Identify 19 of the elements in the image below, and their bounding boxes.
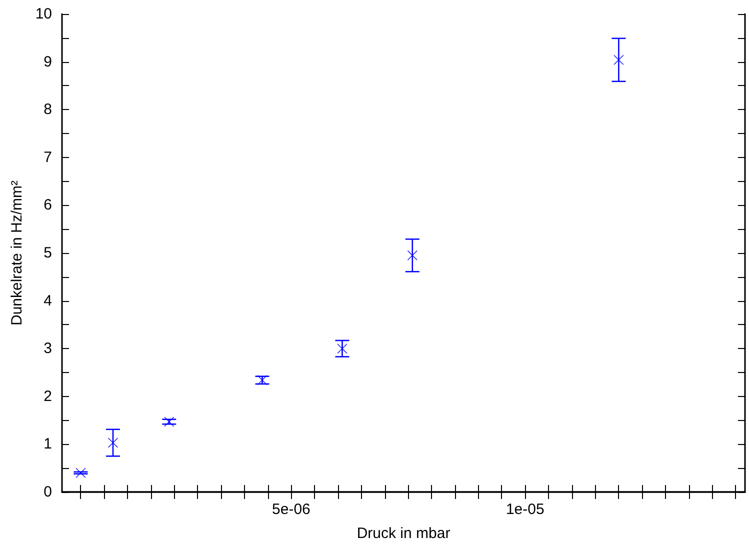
point: [614, 54, 624, 65]
y-tick-label: 9: [44, 53, 52, 70]
point: [76, 468, 86, 478]
point: [257, 375, 268, 386]
y-tick-label: 3: [44, 340, 52, 358]
x-tick-label: 5e-06: [272, 501, 310, 518]
point: [407, 250, 418, 260]
y-axis-title: Dunkelrate in Hz/mm²: [8, 180, 26, 326]
x-tick-label: 1e-05: [506, 501, 544, 518]
y-tick-label: 8: [44, 101, 52, 118]
y-tick-label: 2: [44, 388, 52, 405]
y-tick-label: 1: [44, 436, 52, 453]
y-tick-label: 10: [35, 6, 52, 22]
y-tick-label: 4: [44, 292, 52, 310]
y-tick-label: 0: [44, 484, 52, 500]
y-tick-label: 5: [44, 244, 52, 262]
y-tick-label: 6: [44, 196, 52, 214]
y-tick-label: 7: [44, 148, 52, 166]
x-axis-title: Druck in mbar: [356, 525, 450, 542]
